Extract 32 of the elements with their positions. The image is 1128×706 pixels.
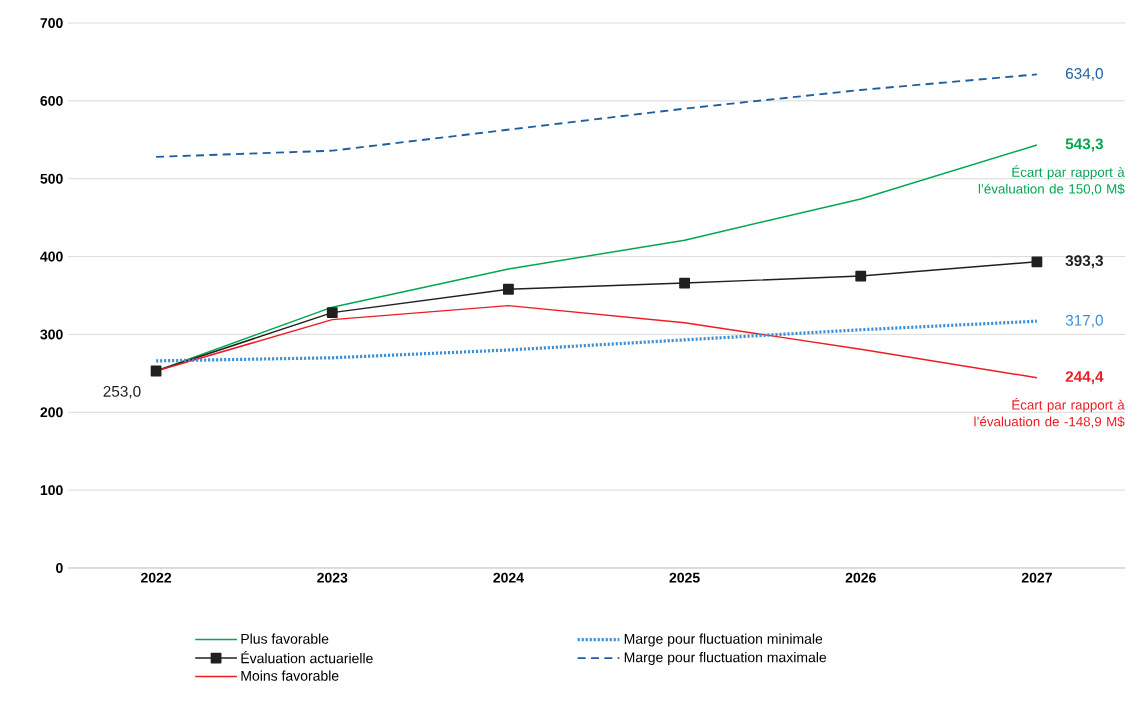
data-label: 317,0: [1065, 314, 1103, 328]
point: [1031, 256, 1043, 268]
y-tick-label: 300: [40, 329, 63, 340]
x-tick-label: 2027: [1021, 572, 1052, 583]
legend-label: Marge pour fluctuation minimale: [624, 633, 823, 647]
y-tick-label: 100: [40, 485, 63, 496]
point: [326, 307, 338, 319]
annotation: Écart par rapport à l’évaluation de -148,9 M$: [974, 397, 1125, 428]
point: [679, 277, 690, 289]
data-label: 634,0: [1065, 68, 1103, 81]
data-label: 253,0: [103, 385, 141, 399]
y-tick-label: 500: [40, 173, 63, 184]
x-tick-label: 2023: [317, 572, 348, 583]
data-label: 543,3: [1065, 138, 1103, 152]
y-tick-label: 700: [40, 18, 63, 28]
x-tick-label: 2026: [845, 572, 876, 583]
annotation: Écart par rapport à l’évaluation de 150,0 M$: [978, 165, 1125, 196]
legend-label: Évaluation actuarielle: [241, 651, 373, 664]
y-tick-label: 0: [56, 563, 63, 573]
legend-label: Plus favorable: [241, 633, 329, 644]
y-tick-label: 200: [40, 407, 63, 418]
x-tick-label: 2022: [141, 572, 172, 583]
data-label: 393,3: [1065, 255, 1103, 269]
y-tick-label: 400: [40, 251, 63, 262]
y-tick-label: 600: [40, 95, 63, 106]
x-tick-label: 2024: [493, 572, 524, 583]
legend-label: Marge pour fluctuation maximale: [624, 652, 827, 666]
x-tick-label: 2025: [669, 572, 700, 583]
point: [503, 283, 514, 295]
data-label: 244,4: [1065, 371, 1104, 385]
legend-label: Moins favorable: [241, 670, 339, 681]
point: [855, 270, 867, 282]
